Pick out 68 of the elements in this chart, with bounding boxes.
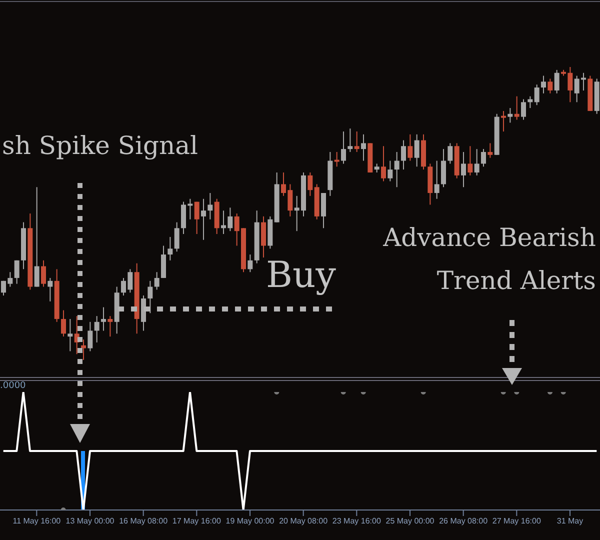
candlestick (261, 216, 266, 258)
x-tick-label: 19 May 00:00 (226, 516, 275, 526)
candlestick (514, 96, 520, 120)
candlestick (308, 172, 313, 196)
candlestick (521, 98, 526, 120)
x-tick-label: 27 May 16:00 (492, 516, 542, 526)
candlestick (541, 75, 546, 94)
candlestick (508, 108, 513, 124)
x-tick-label: 31 May (556, 516, 584, 526)
candlestick (408, 134, 413, 162)
candlestick (41, 260, 46, 288)
x-tick-label: 17 May 16:00 (172, 516, 222, 526)
candlestick (488, 142, 493, 158)
candlestick (441, 148, 446, 188)
candlestick (554, 69, 560, 94)
candlestick (68, 318, 73, 352)
candlestick (461, 151, 466, 188)
candlestick (388, 160, 393, 182)
candlestick (48, 277, 53, 302)
x-tick-label: 13 May 00:00 (66, 516, 115, 526)
text: .0000 (0, 381, 26, 392)
candlestick (434, 160, 440, 200)
candlestick (334, 151, 340, 168)
candlestick (321, 192, 326, 229)
candlestick (534, 84, 540, 106)
candlestick (481, 148, 486, 168)
candlestick (348, 128, 353, 152)
annotation: Buy (266, 255, 336, 296)
x-tick-label: 25 May 00:00 (386, 516, 435, 526)
candlestick (154, 272, 160, 290)
x-tick-label: 23 May 16:00 (332, 516, 382, 526)
candlestick (168, 236, 173, 261)
candlestick (394, 151, 400, 188)
candlestick (474, 148, 480, 176)
candlestick (108, 316, 113, 338)
candlestick (61, 310, 66, 338)
candlestick (381, 146, 386, 182)
candlestick (528, 96, 533, 109)
candlestick (34, 186, 40, 288)
candlestick (141, 295, 146, 332)
annotation: Trend Alerts (436, 266, 596, 295)
candlestick (161, 245, 166, 278)
candlestick (548, 78, 553, 94)
candlestick (501, 110, 506, 132)
candlestick (401, 140, 406, 170)
annotation: sh Spike Signal (2, 131, 198, 160)
candlestick (208, 192, 213, 220)
candlestick (341, 130, 346, 164)
x-tick-label: 20 May 08:00 (279, 516, 328, 526)
candlestick (414, 134, 420, 168)
candlestick (174, 222, 180, 252)
candlestick (448, 142, 453, 164)
x-tick-label: 16 May 08:00 (119, 516, 168, 526)
candlestick (361, 134, 366, 162)
x-tick-label: 11 May 16:00 (12, 516, 62, 526)
candlestick (201, 198, 206, 240)
candlestick (148, 280, 153, 314)
candlestick (14, 260, 20, 284)
candlestick (94, 316, 100, 343)
candlestick (81, 338, 86, 360)
candlestick (354, 130, 360, 152)
candlestick (194, 201, 200, 235)
candlestick (468, 146, 473, 176)
candlestick (88, 321, 93, 352)
candlestick (101, 306, 106, 332)
candlestick (248, 254, 253, 273)
annotation: Advance Bearish (383, 223, 596, 252)
x-tick-label: 26 May 08:00 (439, 516, 488, 526)
